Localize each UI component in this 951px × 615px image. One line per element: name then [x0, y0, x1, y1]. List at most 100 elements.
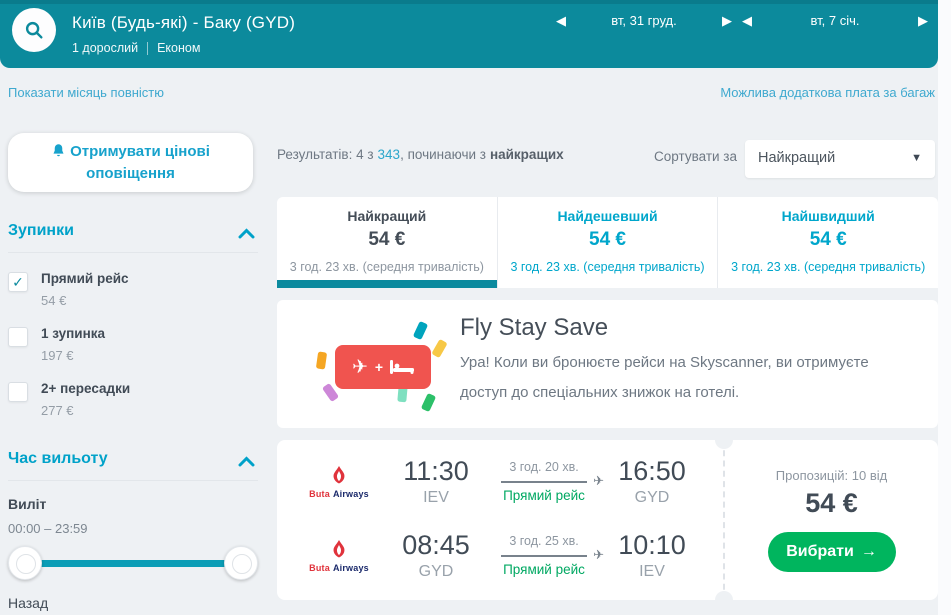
- flight-path-line: ✈: [501, 547, 604, 562]
- bell-icon: [53, 144, 64, 156]
- ticket-notch: [715, 431, 733, 449]
- passengers-label: 1 дорослий: [72, 41, 139, 55]
- tab-price: 54 €: [589, 229, 626, 250]
- back-section-label[interactable]: Назад: [8, 595, 49, 611]
- return-prev-day-button[interactable]: ◀: [742, 13, 752, 28]
- plane-icon: ✈: [351, 356, 368, 378]
- slider-track[interactable]: [14, 560, 252, 567]
- filter-price: 197 €: [41, 348, 74, 363]
- filter-label: 1 зупинка: [41, 326, 106, 341]
- tab-price: 54 €: [368, 229, 406, 250]
- return-date-label: вт, 7 січ.: [810, 13, 860, 28]
- offer-panel: Пропозицій: 10 від 54 € Вибрати →: [725, 440, 938, 600]
- filter-one-stop[interactable]: 1 зупинка 197 €: [8, 326, 258, 363]
- airline-name: Buta Airways: [309, 489, 369, 499]
- departure-time-collapse-chevron-icon[interactable]: [238, 454, 255, 472]
- stops-collapse-chevron-icon[interactable]: [238, 226, 255, 244]
- results-count-middle: , починаючи з: [400, 147, 486, 162]
- route-title: Київ (Будь-які) - Баку (GYD): [72, 13, 296, 32]
- leg-duration: 3 год. 25 хв.: [509, 534, 579, 548]
- departure-direction-label: Виліт: [8, 496, 47, 512]
- select-flight-button[interactable]: Вибрати →: [767, 532, 896, 572]
- results-count-prefix: Результатів: 4 з: [277, 147, 374, 162]
- airline-name-word2: Airways: [332, 488, 369, 499]
- arrival-airport-code: IEV: [639, 563, 665, 580]
- departure-time: 11:30: [403, 456, 469, 486]
- leg-duration-block: 3 год. 25 хв. ✈ Прямий рейс: [481, 534, 607, 577]
- chevron-down-icon: ▼: [911, 152, 922, 164]
- divider: [147, 41, 149, 55]
- filter-direct-flights[interactable]: ✓ Прямий рейс 54 €: [8, 271, 258, 308]
- promo-title: Fly Stay Save: [460, 314, 609, 341]
- stop-info: Прямий рейс: [503, 562, 585, 577]
- confetti-piece: [412, 320, 429, 341]
- flight-path-line: ✈: [501, 473, 604, 488]
- return-date-nav: ◀ вт, 7 січ. ▶: [742, 13, 928, 28]
- plus-icon: +: [374, 359, 384, 375]
- return-leg: Buta Airways 08:45 GYD 3 год. 25 хв. ✈ Пр…: [287, 530, 723, 581]
- tab-best[interactable]: Найкращий 54 € 3 год. 23 хв. (середня тр…: [277, 197, 498, 288]
- arrival-time: 16:50: [618, 456, 686, 486]
- checkbox-unchecked[interactable]: [8, 327, 28, 347]
- baggage-fee-note-link[interactable]: Можлива додаткова плата за багаж: [720, 85, 935, 100]
- tab-label: Найдешевший: [557, 208, 658, 224]
- plane-icon: ✈: [593, 473, 604, 488]
- tab-cheapest[interactable]: Найдешевший 54 € 3 год. 23 хв. (середня …: [498, 197, 719, 288]
- departure-airport-code: GYD: [418, 563, 454, 580]
- price-alerts-label: Отримувати цінові оповіщення: [70, 142, 210, 182]
- outbound-leg: Buta Airways 11:30 IEV 3 год. 20 хв. ✈ Пр…: [287, 456, 723, 507]
- show-full-month-link[interactable]: Показати місяць повністю: [8, 85, 165, 100]
- flight-result-card[interactable]: Buta Airways 11:30 IEV 3 год. 20 хв. ✈ Пр…: [277, 431, 938, 609]
- filter-two-plus-stops[interactable]: 2+ пересадки 277 €: [8, 381, 258, 418]
- outbound-next-day-button[interactable]: ▶: [722, 13, 732, 28]
- airline-logo: Buta Airways: [287, 539, 391, 573]
- departure-time-range: 00:00 – 23:59: [8, 521, 88, 536]
- departure-time: 08:45: [402, 530, 470, 560]
- ticket-dashed-divider: [723, 440, 725, 600]
- tab-duration: 3 год. 23 хв. (середня тривалість): [510, 260, 705, 274]
- airline-name-word2: Airways: [332, 562, 369, 573]
- bed-icon: [390, 359, 415, 374]
- promo-card-fly-stay-save: ✈ + Fly Stay Save Ура! Коли ви бронюєте …: [277, 300, 938, 428]
- departure-airport-code: IEV: [423, 489, 449, 506]
- sort-dropdown[interactable]: Найкращий ▼: [745, 140, 935, 178]
- confetti-piece: [315, 351, 328, 370]
- tab-label: Найшвидший: [781, 208, 875, 224]
- fly-plus-hotel-badge: ✈ +: [335, 345, 431, 389]
- filter-label: Прямий рейс: [41, 271, 129, 286]
- page-right-gutter: [938, 0, 951, 615]
- arrival-airport-code: GYD: [634, 489, 670, 506]
- outbound-prev-day-button[interactable]: ◀: [556, 13, 566, 28]
- filter-price: 54 €: [41, 293, 67, 308]
- price-alerts-button[interactable]: Отримувати цінові оповіщення: [8, 133, 253, 192]
- plane-icon: ✈: [593, 547, 604, 562]
- sort-dropdown-value: Найкращий: [758, 150, 836, 166]
- tab-price: 54 €: [809, 229, 847, 250]
- tab-fastest[interactable]: Найшвидший 54 € 3 год. 23 хв. (середня т…: [718, 197, 938, 288]
- departure-block: 08:45 GYD: [391, 530, 481, 581]
- filter-label: 2+ пересадки: [41, 381, 131, 396]
- results-count: Результатів: 4 з 343, починаючи з найкращи…: [277, 147, 564, 162]
- slider-handle-min[interactable]: [8, 546, 42, 580]
- buta-airways-flame-icon: [333, 465, 345, 483]
- airline-logo: Buta Airways: [287, 465, 391, 499]
- leg-duration-block: 3 год. 20 хв. ✈ Прямий рейс: [481, 460, 607, 503]
- search-icon[interactable]: [12, 8, 56, 52]
- sort-by-label: Сортувати за: [654, 149, 737, 164]
- search-summary: 1 дорослий Економ: [72, 41, 200, 55]
- tab-duration: 3 год. 23 хв. (середня тривалість): [731, 260, 926, 274]
- select-button-label: Вибрати: [786, 543, 854, 560]
- departure-time-slider: [8, 545, 258, 581]
- slider-handle-max[interactable]: [224, 546, 258, 580]
- stops-section-title: Зупинки: [8, 222, 74, 239]
- airline-name-word1: Buta: [309, 562, 330, 573]
- sort-tabs: Найкращий 54 € 3 год. 23 хв. (середня тр…: [277, 197, 938, 288]
- ticket-notch: [715, 591, 733, 609]
- checkbox-unchecked[interactable]: [8, 382, 28, 402]
- offer-price: 54 €: [805, 488, 858, 518]
- divider: [8, 252, 258, 253]
- return-next-day-button[interactable]: ▶: [917, 13, 928, 28]
- filter-price: 277 €: [41, 403, 74, 418]
- checkbox-checked[interactable]: ✓: [8, 272, 28, 292]
